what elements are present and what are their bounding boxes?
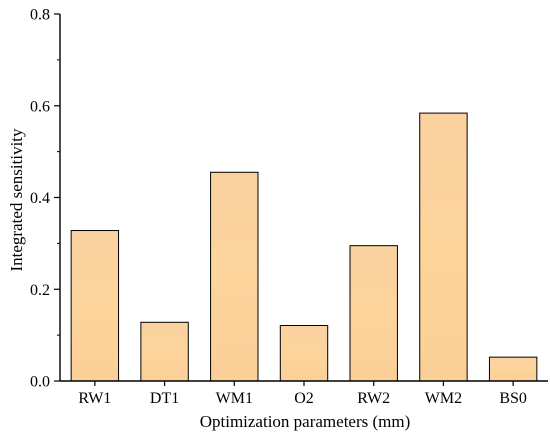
bar-dt1: [140, 321, 189, 382]
x-tick-label: BS0: [499, 390, 527, 407]
bar-o2: [279, 324, 329, 382]
y-tick-label: 0.6: [30, 98, 50, 115]
x-tick-label: DT1: [150, 390, 179, 407]
y-tick-label: 0.2: [30, 282, 50, 299]
x-tick-label: RW1: [78, 390, 111, 407]
x-tick-label: WM1: [216, 390, 253, 407]
x-tick-label: O2: [294, 390, 314, 407]
ticks-layer: 0.0 0.2 0.4 0.6 0.8 RW1 DT1 WM1 O2 RW2 WM2 BS0: [30, 7, 527, 408]
bar-wm2: [419, 112, 468, 382]
y-tick-label: 0.4: [30, 190, 50, 207]
bar-rw2: [349, 245, 398, 382]
bar-wm1: [210, 171, 259, 382]
bars-layer: [70, 112, 538, 382]
x-tick-label: WM2: [425, 390, 462, 407]
y-axis-title: Integrated sensitivity: [7, 128, 26, 272]
x-tick-label: RW2: [357, 390, 390, 407]
y-tick-label: 0.8: [30, 7, 50, 24]
y-tick-label: 0.0: [30, 374, 50, 391]
bar-rw1: [70, 230, 120, 382]
bar-bs0: [488, 356, 538, 382]
x-axis-title: Optimization parameters (mm): [200, 412, 411, 431]
